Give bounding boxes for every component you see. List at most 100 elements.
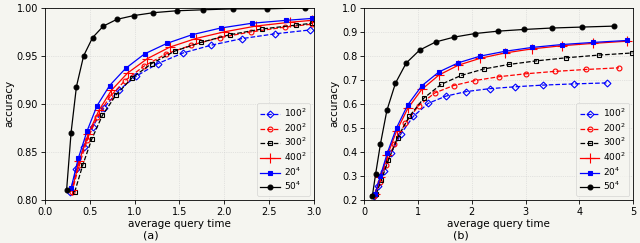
400$^2$ bbox=[192, 37, 200, 40]
300$^2$ bbox=[88, 138, 95, 141]
20$^4$ bbox=[454, 61, 462, 64]
200$^2$ bbox=[83, 139, 91, 142]
50$^4$ bbox=[72, 85, 80, 88]
200$^2$ bbox=[415, 104, 422, 107]
20$^4$ bbox=[589, 41, 597, 44]
300$^2$ bbox=[308, 22, 316, 25]
20$^4$ bbox=[308, 17, 316, 20]
100$^2$ bbox=[132, 75, 140, 78]
100$^2$ bbox=[511, 85, 519, 88]
100$^2$ bbox=[397, 132, 404, 135]
300$^2$ bbox=[505, 63, 513, 66]
200$^2$ bbox=[93, 116, 101, 119]
400$^2$ bbox=[166, 46, 173, 49]
20$^4$ bbox=[435, 70, 443, 73]
100$^2$ bbox=[374, 184, 382, 187]
400$^2$ bbox=[623, 40, 630, 43]
50$^4$ bbox=[432, 41, 440, 43]
400$^2$ bbox=[418, 88, 426, 91]
400$^2$ bbox=[477, 57, 484, 60]
200$^2$ bbox=[550, 70, 558, 73]
300$^2$ bbox=[99, 114, 106, 117]
100$^2$ bbox=[424, 102, 432, 105]
300$^2$ bbox=[79, 164, 86, 167]
400$^2$ bbox=[84, 133, 92, 136]
100$^2$ bbox=[238, 37, 246, 40]
200$^2$ bbox=[282, 26, 289, 28]
Line: 50$^4$: 50$^4$ bbox=[64, 5, 307, 192]
300$^2$ bbox=[437, 83, 445, 86]
200$^2$ bbox=[383, 163, 390, 166]
20$^4$ bbox=[623, 39, 630, 42]
20$^4$ bbox=[141, 52, 148, 55]
Line: 200$^2$: 200$^2$ bbox=[372, 65, 621, 198]
20$^4$ bbox=[376, 174, 384, 177]
50$^4$ bbox=[376, 143, 384, 146]
300$^2$ bbox=[457, 74, 465, 77]
20$^4$ bbox=[74, 157, 82, 160]
300$^2$ bbox=[112, 94, 120, 97]
300$^2$ bbox=[420, 96, 428, 99]
300$^2$ bbox=[628, 52, 636, 54]
400$^2$ bbox=[124, 72, 131, 75]
20$^4$ bbox=[188, 33, 196, 36]
300$^2$ bbox=[480, 68, 488, 70]
20$^4$ bbox=[528, 46, 536, 49]
X-axis label: average query time: average query time bbox=[128, 219, 231, 229]
300$^2$ bbox=[197, 41, 205, 44]
Legend: 100$^2$, 200$^2$, 300$^2$, 400$^2$, 20$^4$, 50$^4$: 100$^2$, 200$^2$, 300$^2$, 400$^2$, 20$^… bbox=[257, 103, 310, 196]
20$^4$ bbox=[371, 192, 379, 195]
400$^2$ bbox=[404, 107, 412, 110]
50$^4$ bbox=[67, 131, 75, 134]
50$^4$ bbox=[264, 7, 271, 10]
100$^2$ bbox=[603, 81, 611, 84]
200$^2$ bbox=[615, 66, 623, 69]
Y-axis label: accuracy: accuracy bbox=[4, 80, 14, 127]
100$^2$ bbox=[570, 82, 578, 85]
20$^4$ bbox=[106, 84, 113, 87]
300$^2$ bbox=[563, 56, 570, 59]
400$^2$ bbox=[286, 21, 294, 24]
50$^4$ bbox=[471, 32, 479, 35]
300$^2$ bbox=[171, 50, 179, 52]
400$^2$ bbox=[371, 193, 379, 196]
300$^2$ bbox=[128, 77, 136, 79]
300$^2$ bbox=[226, 33, 234, 36]
400$^2$ bbox=[68, 189, 76, 191]
50$^4$ bbox=[403, 61, 410, 64]
50$^4$ bbox=[548, 26, 556, 29]
300$^2$ bbox=[406, 115, 413, 118]
300$^2$ bbox=[292, 24, 300, 26]
100$^2$ bbox=[115, 89, 122, 92]
400$^2$ bbox=[95, 109, 102, 112]
50$^4$ bbox=[611, 25, 618, 27]
100$^2$ bbox=[387, 151, 395, 154]
20$^4$ bbox=[122, 67, 129, 70]
Line: 300$^2$: 300$^2$ bbox=[374, 51, 635, 197]
100$^2$ bbox=[179, 52, 187, 54]
20$^4$ bbox=[404, 103, 412, 106]
400$^2$ bbox=[528, 47, 536, 50]
400$^2$ bbox=[308, 19, 316, 22]
50$^4$ bbox=[130, 14, 138, 17]
300$^2$ bbox=[385, 158, 392, 161]
50$^4$ bbox=[392, 82, 399, 85]
Line: 20$^4$: 20$^4$ bbox=[68, 16, 314, 191]
20$^4$ bbox=[393, 126, 401, 129]
400$^2$ bbox=[501, 52, 509, 54]
50$^4$ bbox=[450, 36, 458, 39]
200$^2$ bbox=[121, 79, 129, 82]
50$^4$ bbox=[383, 109, 390, 112]
100$^2$ bbox=[410, 115, 417, 118]
20$^4$ bbox=[501, 50, 509, 53]
50$^4$ bbox=[173, 9, 180, 12]
20$^4$ bbox=[477, 55, 484, 58]
100$^2$ bbox=[486, 87, 493, 90]
200$^2$ bbox=[68, 191, 76, 193]
20$^4$ bbox=[557, 43, 565, 46]
20$^4$ bbox=[163, 42, 171, 45]
300$^2$ bbox=[595, 54, 602, 57]
200$^2$ bbox=[371, 194, 379, 197]
100$^2$ bbox=[89, 125, 97, 128]
Line: 100$^2$: 100$^2$ bbox=[372, 80, 609, 199]
